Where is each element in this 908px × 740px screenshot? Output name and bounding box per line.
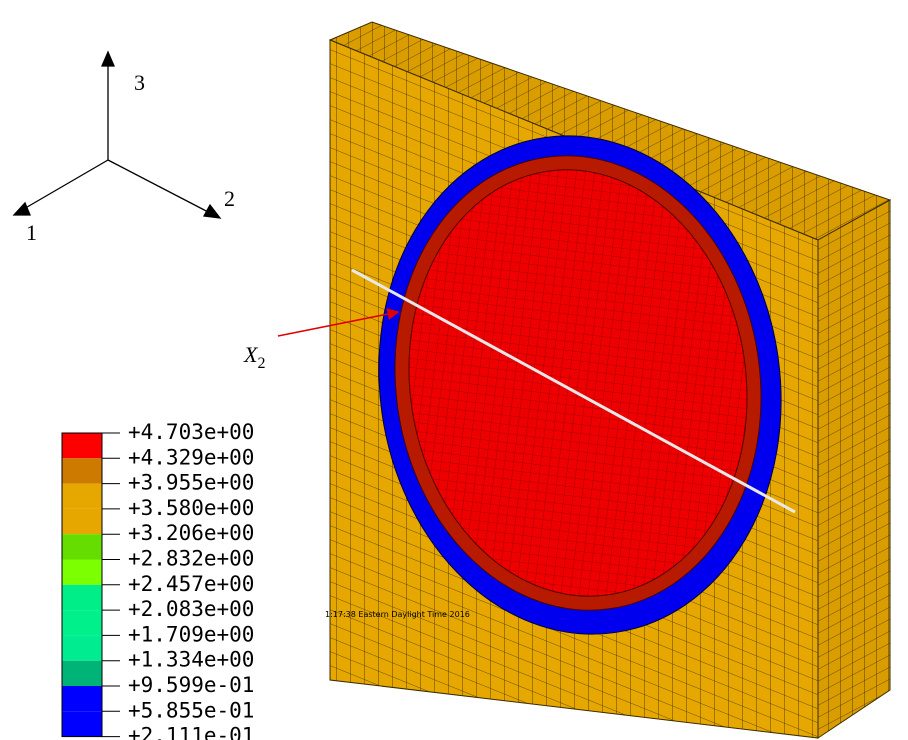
axis-label: 1 xyxy=(26,220,37,245)
legend-label: +3.206e+00 xyxy=(128,521,254,545)
annotation-subscript: 2 xyxy=(257,355,265,372)
viewport: 3 2 1 X2 1:17:38 Eastern Daylight Time 2… xyxy=(0,0,908,740)
legend-label: +2.083e+00 xyxy=(128,597,254,621)
legend-label: +1.709e+00 xyxy=(128,622,254,646)
legend-swatch xyxy=(62,458,102,483)
legend-label: +9.599e-01 xyxy=(128,673,254,697)
legend-label: +2.457e+00 xyxy=(128,572,254,596)
axis-label: 3 xyxy=(134,70,145,95)
legend-swatch xyxy=(62,686,102,711)
legend-swatch xyxy=(62,661,102,686)
legend-swatch xyxy=(62,610,102,635)
legend-label: +4.703e+00 xyxy=(128,420,254,444)
legend-label: +1.334e+00 xyxy=(128,648,254,672)
legend-label: +4.329e+00 xyxy=(128,445,254,469)
axis-triad xyxy=(14,52,220,218)
legend-label: +2.832e+00 xyxy=(128,547,254,571)
legend-swatch xyxy=(62,711,102,736)
legend-swatch xyxy=(62,509,102,534)
legend-swatch xyxy=(62,534,102,559)
legend-swatch xyxy=(62,484,102,509)
legend-label: +3.955e+00 xyxy=(128,471,254,495)
axis-label: 2 xyxy=(224,186,235,211)
legend-swatch xyxy=(62,560,102,585)
legend-label: +3.580e+00 xyxy=(128,496,254,520)
legend-swatch xyxy=(62,433,102,458)
legend: +4.703e+00+4.329e+00+3.955e+00+3.580e+00… xyxy=(62,420,254,740)
legend-swatch xyxy=(62,585,102,610)
legend-swatch xyxy=(62,635,102,660)
legend-label: +5.855e-01 xyxy=(128,698,254,722)
legend-label: +2.111e-01 xyxy=(128,724,254,740)
annotation-label: X2 xyxy=(243,342,265,372)
timestamp: 1:17:38 Eastern Daylight Time 2016 xyxy=(325,610,470,619)
mesh-model xyxy=(330,22,890,738)
